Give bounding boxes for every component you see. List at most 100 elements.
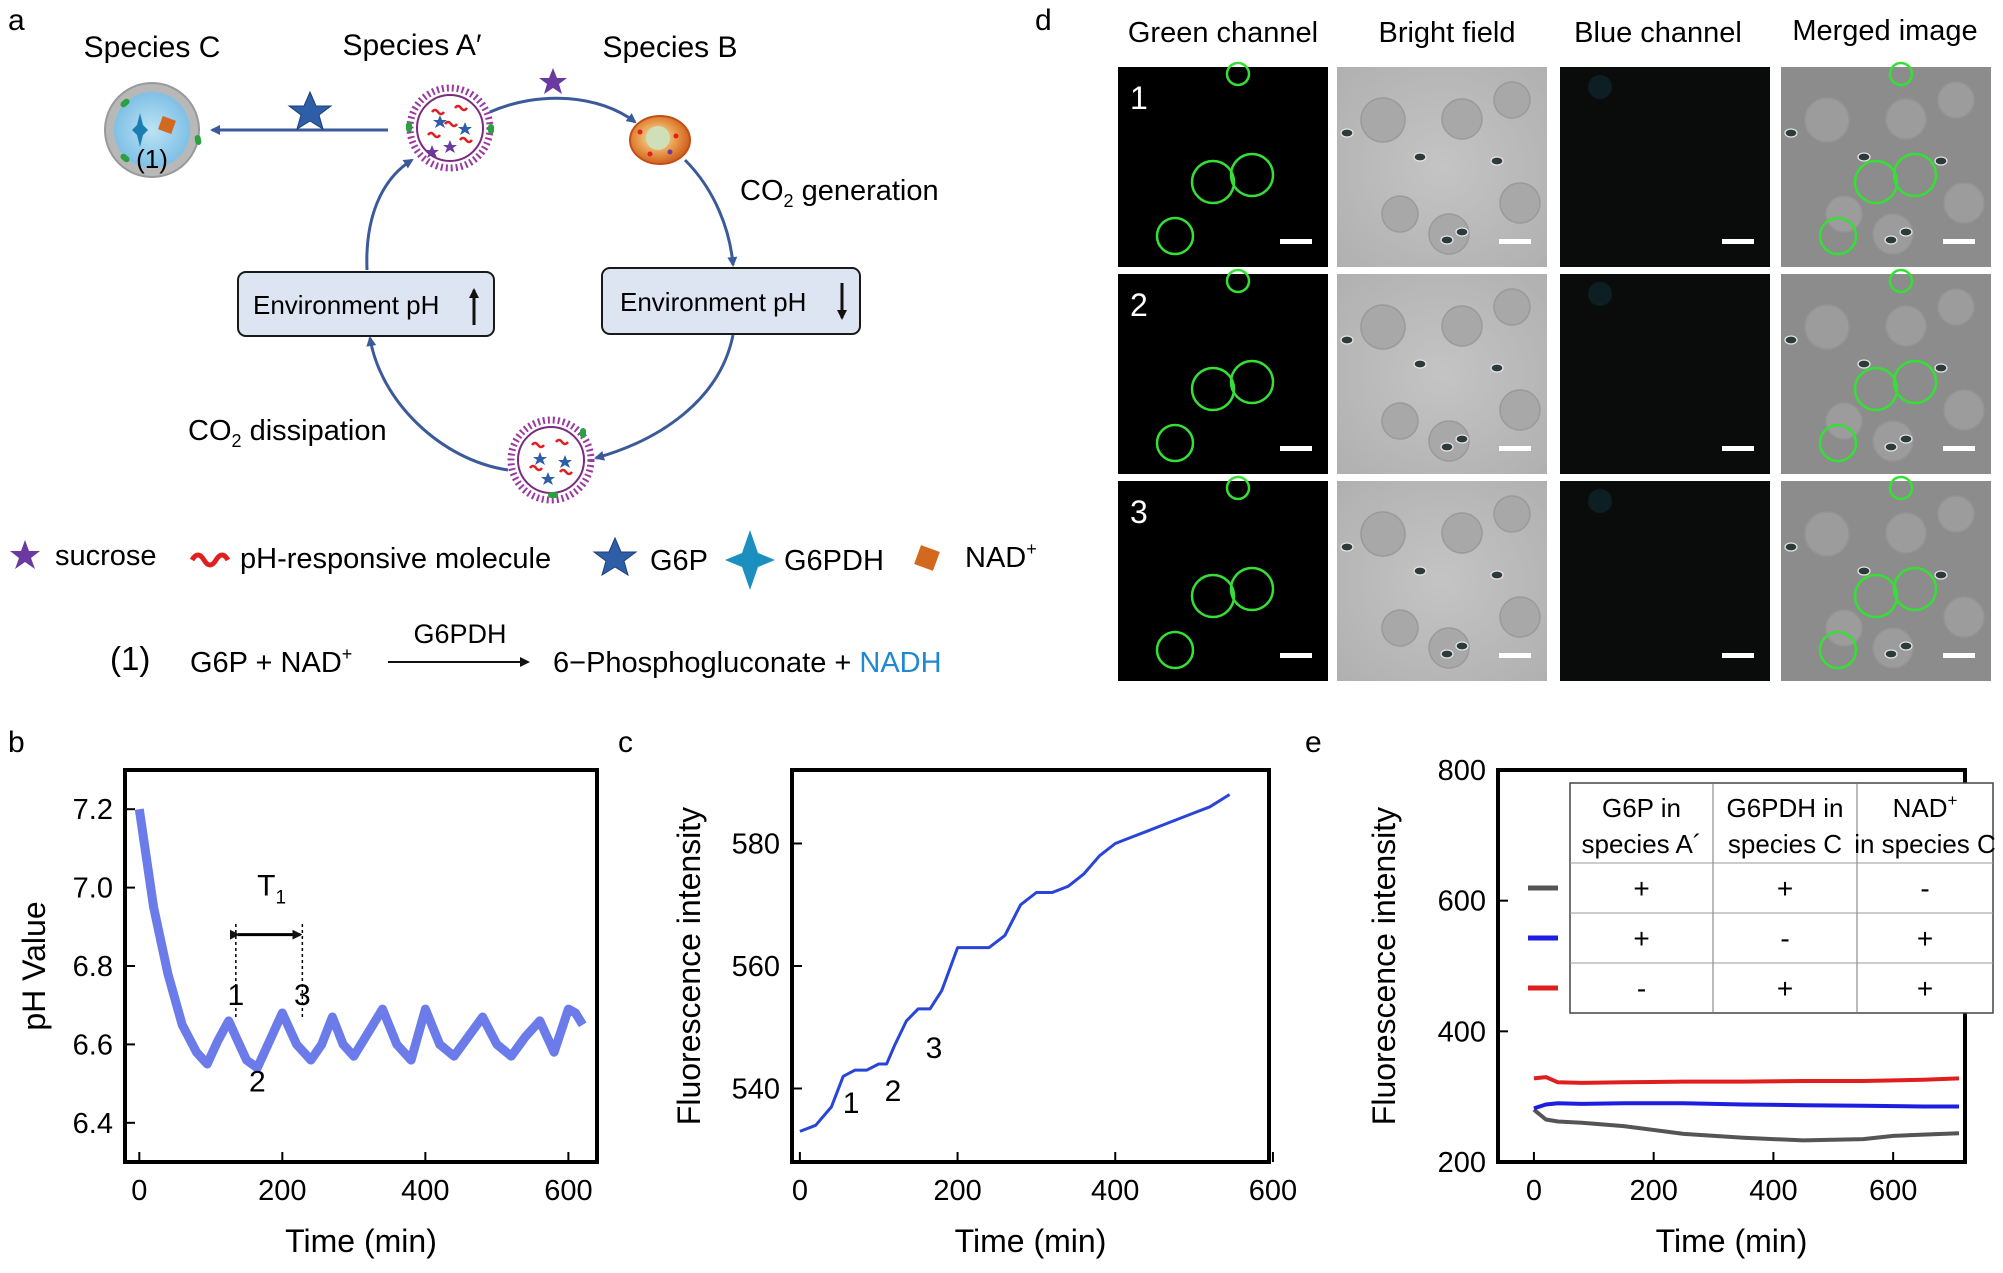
table-cell: +	[1777, 973, 1793, 1004]
x-axis-label: Time (min)	[1656, 1223, 1808, 1259]
scale-bar	[1722, 446, 1754, 451]
y-tick-label: 7.0	[73, 873, 113, 905]
nad-legend-icon	[914, 545, 940, 571]
y-tick-label: 540	[732, 1074, 780, 1106]
plot-frame	[123, 768, 599, 1164]
annotation: 1	[228, 979, 245, 1012]
y-tick-label: 6.6	[73, 1029, 113, 1061]
micrograph-r3-c2	[1337, 481, 1547, 681]
legend-nad: NAD+	[965, 539, 1037, 574]
micrograph-r3-c1: 3	[1118, 475, 1328, 681]
y-tick-label: 600	[1438, 886, 1486, 918]
panel-label-c: c	[618, 726, 633, 759]
cycle-arrow-box-to-a	[365, 158, 414, 271]
chart-c: 0 200 400 600 540 560 580 Time (min) Fluorescenc…	[671, 768, 1297, 1259]
micrograph-r2-c2	[1337, 274, 1547, 474]
x-axis-label: Time (min)	[285, 1223, 437, 1259]
table-cell: +	[1917, 923, 1933, 954]
species-a-vesicle-acidic	[507, 416, 595, 504]
table-cell: -	[1920, 873, 1929, 904]
svg-text:(1): (1)	[110, 640, 150, 677]
y-axis-label: Fluorescence intensity	[671, 807, 707, 1125]
x-tick-label: 400	[1091, 1175, 1139, 1207]
x-axis-label: Time (min)	[955, 1223, 1107, 1259]
annotation: 3	[926, 1032, 943, 1065]
panel-label-e: e	[1305, 726, 1322, 759]
panel-label-b: b	[8, 726, 25, 759]
env-ph-down-box: Environment pH	[601, 267, 861, 335]
annotation: T1	[257, 869, 286, 908]
annotation: 1	[843, 1087, 860, 1120]
species-a-vesicle	[406, 84, 494, 172]
scale-bar	[1722, 239, 1754, 244]
scale-bar	[1499, 446, 1531, 451]
y-tick-label: 6.4	[73, 1108, 113, 1140]
g6p-icon	[592, 536, 638, 577]
annotation: 2	[249, 1065, 266, 1098]
micrograph-r2-c3	[1560, 274, 1770, 474]
micrograph-r3-c4	[1781, 475, 1991, 681]
co2-dissipation-label: CO2 dissipation	[188, 415, 387, 451]
scale-bar	[1943, 446, 1975, 451]
table-header: in species C	[1854, 829, 1996, 859]
x-tick-label: 400	[1749, 1175, 1797, 1207]
chart-b: 0 200 400 600 6.4 6.6 6.8 7.0 7.2 Time (min) pH Va…	[16, 768, 599, 1259]
x-tick-label: 200	[1629, 1175, 1677, 1207]
x-tick-label: 600	[1869, 1175, 1917, 1207]
table-cell: +	[1633, 873, 1649, 904]
legend-g6p: G6P	[650, 545, 708, 577]
scale-bar	[1943, 653, 1975, 658]
sucrose-icon	[10, 540, 40, 569]
y-tick-label: 580	[732, 829, 780, 861]
scale-bar	[1943, 239, 1975, 244]
svg-text:Environment pH: Environment pH	[620, 287, 806, 317]
y-tick-label: 200	[1438, 1147, 1486, 1179]
svg-text:6−Phosphogluconate + NADH: 6−Phosphogluconate + NADH	[553, 647, 942, 679]
cycle-arrow-a-to-b	[489, 96, 637, 124]
table-header: NAD+	[1893, 791, 1958, 823]
series-line-1	[1532, 1108, 1960, 1143]
col-header-green: Green channel	[1128, 17, 1318, 49]
table-cell: -	[1637, 973, 1646, 1004]
nad-icon	[158, 116, 176, 134]
y-tick-label: 560	[732, 951, 780, 983]
cycle-arrow-bottom-to-box	[366, 336, 509, 472]
scale-bar	[1499, 653, 1531, 658]
g6p-transfer-icon	[287, 90, 333, 131]
series-line-2	[1533, 1101, 1959, 1111]
y-axis-label: pH Value	[16, 901, 52, 1030]
g6pdh-legend-icon	[725, 530, 775, 590]
y-tick-label: 6.8	[73, 951, 113, 983]
row-label: 1	[1130, 80, 1148, 116]
y-axis-label: Fluorescence intensity	[1366, 807, 1402, 1125]
micrograph-r3-c3	[1560, 481, 1770, 681]
conditions-table	[1569, 782, 1994, 1014]
scale-bar	[1280, 446, 1312, 451]
x-tick-label: 600	[544, 1175, 592, 1207]
cycle-arrow-b-to-box	[683, 158, 738, 267]
series-line-1	[134, 808, 587, 1073]
series-line-3	[1533, 1075, 1960, 1085]
species-c-reaction-tag: (1)	[136, 144, 168, 174]
svg-text:G6PDH: G6PDH	[413, 619, 506, 649]
micrograph-r1-c2	[1337, 67, 1547, 267]
y-tick-label: 800	[1438, 755, 1486, 787]
panel-d-microscopy: Green channel Bright field Blue channel …	[1118, 15, 1991, 681]
y-tick-label: 400	[1438, 1016, 1486, 1048]
cycle-arrow-box-to-bottom	[594, 334, 735, 461]
x-tick-label: 200	[933, 1175, 981, 1207]
g6pdh-icon	[132, 113, 148, 147]
legend-g6pdh: G6PDH	[784, 545, 884, 577]
table-header: G6P in	[1602, 793, 1681, 823]
species-c-cell: (1)	[104, 82, 202, 178]
legend-ph-molecule: pH-responsive molecule	[240, 543, 551, 575]
species-a-label: Species A′	[342, 29, 481, 62]
scale-bar	[1280, 239, 1312, 244]
x-tick-label: 600	[1249, 1175, 1297, 1207]
species-b-yeast	[629, 115, 691, 165]
row-label: 2	[1130, 287, 1148, 323]
table-cell: +	[1633, 923, 1649, 954]
scale-bar	[1722, 653, 1754, 658]
col-header-blue: Blue channel	[1574, 17, 1742, 49]
